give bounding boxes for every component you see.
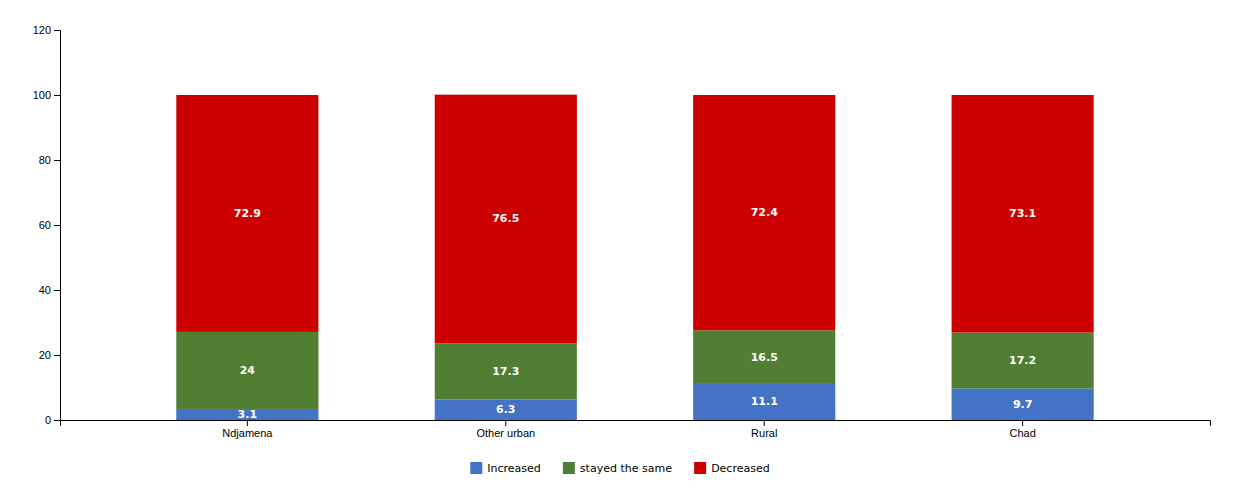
- bar-segment: [435, 343, 577, 399]
- y-tick-label: 100: [33, 89, 51, 101]
- bar-segment: [435, 400, 577, 420]
- bar-segment: [952, 95, 1094, 333]
- data-label: 9.7: [1013, 398, 1032, 411]
- x-tick: Ndjamena: [222, 420, 273, 439]
- y-tick: 60: [39, 219, 60, 231]
- data-label: 72.4: [751, 206, 778, 219]
- data-label: 24: [240, 364, 256, 377]
- x-tick-label: Other urban: [476, 427, 535, 439]
- y-axis-line: [54, 31, 61, 421]
- bar-segment: [693, 384, 835, 420]
- x-tick-label: Chad: [1009, 427, 1035, 439]
- x-axis-line: [61, 421, 1211, 427]
- y-tick-label: 0: [45, 414, 51, 426]
- x-tick: Other urban: [476, 420, 535, 439]
- legend-item: stayed the same: [563, 462, 672, 475]
- x-axis: Ndjamena Other urban Rural Chad: [61, 420, 1211, 439]
- y-tick-label: 20: [39, 349, 51, 361]
- legend-swatch: [694, 462, 706, 474]
- data-label: 16.5: [751, 351, 778, 364]
- x-tick-label: Rural: [751, 427, 777, 439]
- legend-item: Decreased: [694, 462, 770, 475]
- x-tick-mark: [1022, 420, 1023, 426]
- y-tick-label: 40: [39, 284, 51, 296]
- legend-item: Increased: [470, 462, 541, 475]
- x-tick: Chad: [1009, 420, 1035, 439]
- x-tick: Rural: [751, 420, 777, 439]
- y-tick-label: 120: [33, 24, 51, 36]
- legend-label: Decreased: [711, 462, 770, 475]
- x-tick-mark: [764, 420, 765, 426]
- data-label: 73.1: [1009, 207, 1036, 220]
- y-tick-mark: [54, 290, 60, 291]
- data-labels: 3.1 6.3 11.1 9.7 24 17.3 16.5 17.2 72.9 76.5 72.4 7…: [234, 206, 1036, 421]
- chart-container: 0 20 40 60 80 100 120 Ndjamena Other urban Rural C…: [0, 0, 1240, 500]
- y-tick: 100: [33, 89, 60, 101]
- y-tick-mark: [54, 95, 60, 96]
- y-tick-mark: [54, 30, 60, 31]
- data-label: 72.9: [234, 207, 261, 220]
- data-label: 76.5: [492, 212, 519, 225]
- y-tick: 120: [33, 24, 60, 36]
- bar-segment: [176, 95, 318, 332]
- legend: Increased stayed the same Decreased: [470, 462, 769, 475]
- y-tick-label: 60: [39, 219, 51, 231]
- y-tick: 80: [39, 154, 60, 166]
- y-tick: 40: [39, 284, 60, 296]
- y-tick-mark: [54, 160, 60, 161]
- bar-segment: [435, 95, 577, 344]
- data-label: 11.1: [751, 395, 778, 408]
- bar-segment: [952, 388, 1094, 420]
- legend-swatch: [563, 462, 575, 474]
- y-tick-label: 80: [39, 154, 51, 166]
- legend-swatch: [470, 462, 482, 474]
- bar-segment: [176, 332, 318, 410]
- y-tick-mark: [54, 225, 60, 226]
- bar-segment: [693, 95, 835, 330]
- legend-label: stayed the same: [580, 462, 672, 475]
- plot: 0 20 40 60 80 100 120 Ndjamena Other urban Rural C…: [33, 24, 1211, 439]
- bars: [176, 95, 1093, 420]
- data-label: 17.3: [492, 365, 519, 378]
- legend-label: Increased: [487, 462, 541, 475]
- y-tick-mark: [54, 355, 60, 356]
- data-label: 17.2: [1009, 354, 1036, 367]
- data-label: 3.1: [238, 408, 258, 421]
- y-tick: 20: [39, 349, 60, 361]
- chart: 0 20 40 60 80 100 120 Ndjamena Other urban Rural C…: [0, 0, 1240, 500]
- y-tick: 0: [45, 414, 60, 426]
- bar-segment: [952, 333, 1094, 389]
- x-tick-label: Ndjamena: [222, 427, 273, 439]
- y-tick-mark: [54, 420, 60, 421]
- y-axis: 0 20 40 60 80 100 120: [33, 24, 61, 426]
- bar-segment: [693, 330, 835, 384]
- data-label: 6.3: [496, 403, 515, 416]
- x-tick-mark: [505, 420, 506, 426]
